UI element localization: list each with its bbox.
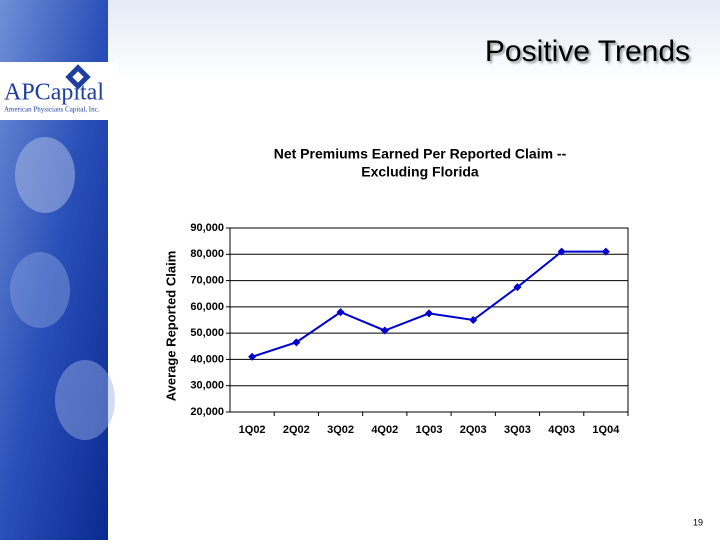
x-tick-label: 2Q03 [460,424,487,436]
x-tick-label: 1Q02 [239,424,266,436]
y-tick-label: 70,000 [190,274,224,286]
point [292,338,301,347]
point [336,308,345,317]
x-tick-label: 4Q03 [548,424,575,436]
x-tick-label: 3Q03 [504,424,531,436]
point [380,326,389,335]
y-tick-label: 40,000 [190,353,224,365]
chart-title: Net Premiums Earned Per Reported Claim -… [274,146,567,162]
logo-icon [65,64,91,90]
y-tick-label: 50,000 [190,327,224,339]
y-tick-label: 80,000 [190,248,224,260]
chart-title: Excluding Florida [361,164,479,180]
x-tick-label: 1Q03 [416,424,443,436]
plot-frame [229,227,629,413]
x-tick-label: 4Q02 [371,424,398,436]
slide-title: Positive Trends [485,35,690,68]
y-tick-label: 20,000 [190,406,224,418]
x-tick-label: 3Q02 [327,424,354,436]
y-tick-label: 90,000 [190,222,224,234]
y-axis-label: Average Reported Claim [163,251,178,402]
logo-name: APCapital [4,80,104,106]
point [469,316,478,324]
point [557,247,566,256]
point [513,283,522,292]
x-tick-label: 2Q02 [283,424,310,436]
point [601,247,610,256]
page-number: 19 [693,517,703,527]
point [425,309,433,318]
point [248,352,257,361]
x-tick-label: 1Q04 [592,424,620,436]
logo-tagline: American Physicians Capital, Inc. [4,106,100,114]
y-tick-label: 60,000 [190,301,224,313]
logo-box [0,62,118,120]
sidebar-photo [15,137,75,213]
sidebar-photo [55,360,115,440]
sidebar-photo [10,252,70,328]
y-tick-label: 30,000 [190,380,224,392]
